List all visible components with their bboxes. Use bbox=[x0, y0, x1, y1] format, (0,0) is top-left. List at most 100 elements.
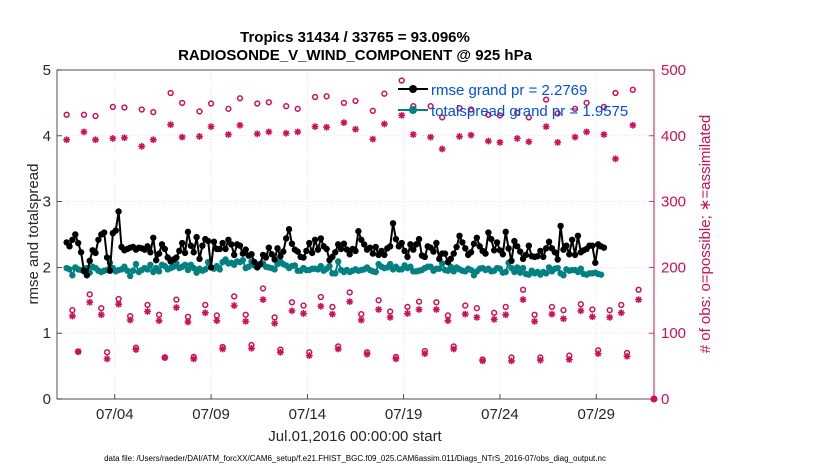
possible-obs-marker bbox=[467, 106, 475, 113]
rmse-point bbox=[441, 250, 449, 257]
assimilated-obs-marker bbox=[467, 131, 475, 139]
rmse-point bbox=[219, 239, 226, 247]
possible-obs-marker bbox=[346, 289, 353, 296]
possible-obs-marker bbox=[398, 77, 405, 84]
assimilated-obs-marker bbox=[571, 133, 579, 141]
y-axis-right-label: # of obs: o=possible; ∗=assimilated bbox=[697, 115, 714, 354]
rmse-point bbox=[199, 242, 206, 249]
legend-rmse-marker bbox=[409, 85, 417, 93]
possible-obs-marker bbox=[179, 99, 186, 107]
rmse-point bbox=[346, 251, 353, 258]
rmse-point bbox=[490, 247, 498, 254]
y-axis-left-label: rmse and totalspread bbox=[25, 164, 42, 305]
rmse-point bbox=[103, 254, 111, 261]
totalspread-point bbox=[317, 262, 325, 270]
rmse-point bbox=[462, 245, 469, 252]
rmse-series bbox=[63, 208, 608, 279]
rmse-point bbox=[155, 250, 163, 257]
possible-obs-marker bbox=[150, 108, 157, 116]
rmse-point bbox=[502, 228, 509, 236]
possible-obs-marker bbox=[485, 111, 492, 118]
rmse-point bbox=[407, 241, 414, 248]
assimilated-obs-marker bbox=[438, 145, 446, 153]
possible-obs-marker bbox=[571, 105, 579, 112]
totalspread-point bbox=[438, 260, 446, 267]
assimilated-obs-marker bbox=[536, 356, 544, 364]
possible-obs-marker bbox=[121, 104, 128, 111]
totalspread-point bbox=[144, 266, 151, 273]
assimilated-obs-marker bbox=[144, 308, 151, 315]
rmse-point bbox=[83, 272, 91, 279]
rmse-point bbox=[144, 243, 151, 250]
rmse-point bbox=[158, 241, 166, 248]
rmse-point bbox=[592, 259, 599, 266]
rmse-point bbox=[600, 244, 608, 251]
totalspread-point bbox=[577, 265, 585, 272]
rmse-point bbox=[545, 238, 553, 245]
assimilated-obs-marker bbox=[311, 123, 319, 130]
rmse-point bbox=[204, 237, 212, 245]
rmse-point bbox=[358, 236, 365, 243]
legend-spread-label: totalspread grand pr = 1.9575 bbox=[431, 103, 628, 120]
rmse-point bbox=[251, 258, 258, 266]
rmse-point bbox=[381, 251, 388, 259]
rmse-point bbox=[534, 253, 541, 260]
rmse-point bbox=[485, 229, 492, 236]
assimilated-obs-marker bbox=[288, 307, 296, 315]
assimilated-obs-marker bbox=[300, 310, 307, 317]
assimilated-obs-marker bbox=[115, 300, 123, 308]
assimilated-obs-marker bbox=[276, 348, 284, 356]
rmse-point bbox=[537, 247, 544, 255]
assimilated-obs-marker bbox=[259, 296, 267, 304]
totalspread-point bbox=[181, 261, 189, 268]
rmse-point bbox=[80, 267, 88, 274]
totalspread-point bbox=[447, 263, 455, 270]
totalspread-point bbox=[386, 260, 394, 268]
assimilated-obs-marker bbox=[404, 310, 411, 317]
y-tick-label: 0 bbox=[43, 391, 51, 408]
possible-obs-marker bbox=[254, 100, 261, 107]
y-axis-right-ticks: 0 100 200 300 400 500 bbox=[649, 62, 686, 408]
assimilated-obs-marker bbox=[352, 125, 359, 133]
possible-obs-marker bbox=[606, 307, 613, 314]
assimilated-obs-marker bbox=[490, 315, 498, 323]
assimilated-obs-marker bbox=[461, 310, 469, 318]
assimilated-obs-marker bbox=[542, 123, 550, 130]
possible-obs-marker bbox=[560, 307, 567, 314]
possible-obs-marker bbox=[202, 301, 209, 309]
rmse-point bbox=[568, 236, 576, 243]
rmse-point bbox=[86, 257, 93, 265]
rmse-point bbox=[467, 249, 475, 256]
assimilated-obs-marker bbox=[346, 298, 354, 306]
assimilated-obs-marker bbox=[473, 314, 481, 321]
assimilated-obs-marker bbox=[560, 315, 567, 323]
possible-obs-marker bbox=[196, 108, 203, 115]
possible-obs-marker bbox=[577, 301, 584, 308]
assimilated-obs-marker bbox=[623, 352, 631, 360]
possible-obs-marker bbox=[387, 308, 394, 315]
assimilated-obs-marker bbox=[69, 312, 76, 320]
rmse-point bbox=[415, 235, 423, 243]
assimilated-obs-marker bbox=[92, 136, 99, 144]
assimilated-obs-marker bbox=[271, 319, 279, 327]
assimilated-obs-marker bbox=[369, 135, 377, 143]
rmse-point bbox=[69, 236, 76, 243]
rmse-point bbox=[66, 243, 73, 250]
rmse-point bbox=[360, 241, 368, 248]
rmse-point bbox=[410, 246, 417, 253]
possible-obs-marker bbox=[69, 307, 76, 314]
totalspread-point bbox=[245, 263, 252, 270]
assimilated-obs-marker bbox=[594, 350, 602, 357]
y-tick-label: 4 bbox=[43, 128, 51, 145]
rmse-point bbox=[285, 226, 293, 233]
rmse-point bbox=[450, 250, 457, 257]
assimilated-obs-marker bbox=[380, 120, 388, 128]
rmse-point bbox=[505, 245, 512, 252]
assimilated-obs-marker bbox=[525, 138, 533, 146]
rmse-point bbox=[566, 251, 573, 258]
rmse-point bbox=[551, 249, 559, 256]
possible-obs-marker bbox=[294, 105, 301, 112]
assimilated-obs-marker bbox=[201, 309, 209, 317]
assimilated-obs-marker bbox=[126, 316, 134, 324]
